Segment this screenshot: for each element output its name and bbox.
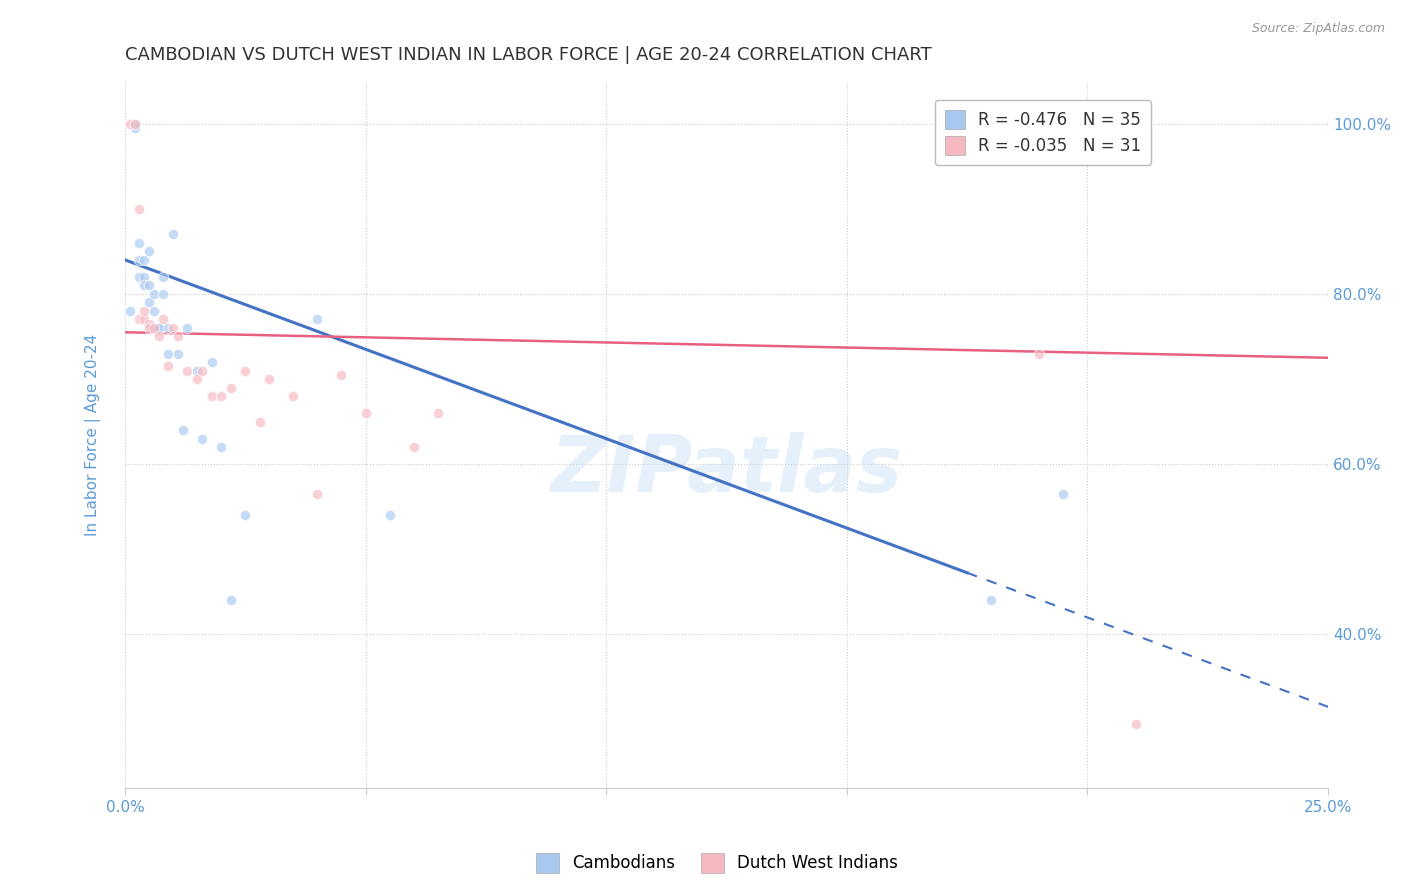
- Point: [128, 252, 150, 267]
- Text: CAMBODIAN VS DUTCH WEST INDIAN IN LABOR FORCE | AGE 20-24 CORRELATION CHART: CAMBODIAN VS DUTCH WEST INDIAN IN LABOR …: [125, 46, 932, 64]
- Legend: R = -0.476   N = 35, R = -0.035   N = 31: R = -0.476 N = 35, R = -0.035 N = 31: [935, 100, 1152, 165]
- Point: [176, 363, 198, 377]
- Point: [426, 406, 449, 420]
- Point: [162, 321, 184, 335]
- Point: [142, 304, 165, 318]
- Point: [148, 329, 170, 343]
- Point: [209, 389, 232, 403]
- Point: [118, 304, 141, 318]
- Point: [200, 355, 222, 369]
- Point: [209, 440, 232, 454]
- Point: [134, 269, 156, 284]
- Point: [134, 312, 156, 326]
- Point: [128, 312, 150, 326]
- Point: [233, 363, 256, 377]
- Point: [128, 235, 150, 250]
- Point: [219, 381, 242, 395]
- Point: [134, 252, 156, 267]
- Point: [219, 593, 242, 607]
- Point: [124, 117, 146, 131]
- Point: [142, 321, 165, 335]
- Point: [142, 287, 165, 301]
- Point: [124, 120, 146, 135]
- Point: [152, 312, 174, 326]
- Point: [307, 487, 329, 501]
- Point: [148, 321, 170, 335]
- Point: [200, 389, 222, 403]
- Point: [142, 321, 165, 335]
- Y-axis label: In Labor Force | Age 20-24: In Labor Force | Age 20-24: [86, 334, 101, 535]
- Point: [1028, 346, 1050, 360]
- Point: [186, 372, 208, 386]
- Point: [354, 406, 377, 420]
- Point: [138, 278, 160, 293]
- Point: [191, 432, 214, 446]
- Point: [233, 508, 256, 523]
- Point: [402, 440, 425, 454]
- Point: [124, 117, 146, 131]
- Point: [980, 593, 1002, 607]
- Point: [138, 244, 160, 259]
- Point: [283, 389, 305, 403]
- Point: [166, 329, 188, 343]
- Point: [186, 363, 208, 377]
- Point: [162, 227, 184, 242]
- Point: [176, 321, 198, 335]
- Point: [128, 269, 150, 284]
- Point: [157, 359, 180, 374]
- Point: [1125, 717, 1147, 731]
- Point: [138, 317, 160, 331]
- Point: [152, 269, 174, 284]
- Point: [148, 321, 170, 335]
- Point: [157, 321, 180, 335]
- Point: [157, 346, 180, 360]
- Point: [172, 423, 194, 437]
- Point: [152, 287, 174, 301]
- Point: [166, 346, 188, 360]
- Point: [249, 415, 271, 429]
- Point: [138, 295, 160, 310]
- Text: ZIPatlas: ZIPatlas: [550, 432, 903, 508]
- Text: Source: ZipAtlas.com: Source: ZipAtlas.com: [1251, 22, 1385, 36]
- Point: [134, 304, 156, 318]
- Point: [134, 278, 156, 293]
- Point: [191, 363, 214, 377]
- Point: [378, 508, 401, 523]
- Point: [307, 312, 329, 326]
- Point: [259, 372, 281, 386]
- Point: [128, 202, 150, 216]
- Point: [1052, 487, 1074, 501]
- Legend: Cambodians, Dutch West Indians: Cambodians, Dutch West Indians: [529, 847, 905, 880]
- Point: [118, 117, 141, 131]
- Point: [138, 321, 160, 335]
- Point: [330, 368, 353, 382]
